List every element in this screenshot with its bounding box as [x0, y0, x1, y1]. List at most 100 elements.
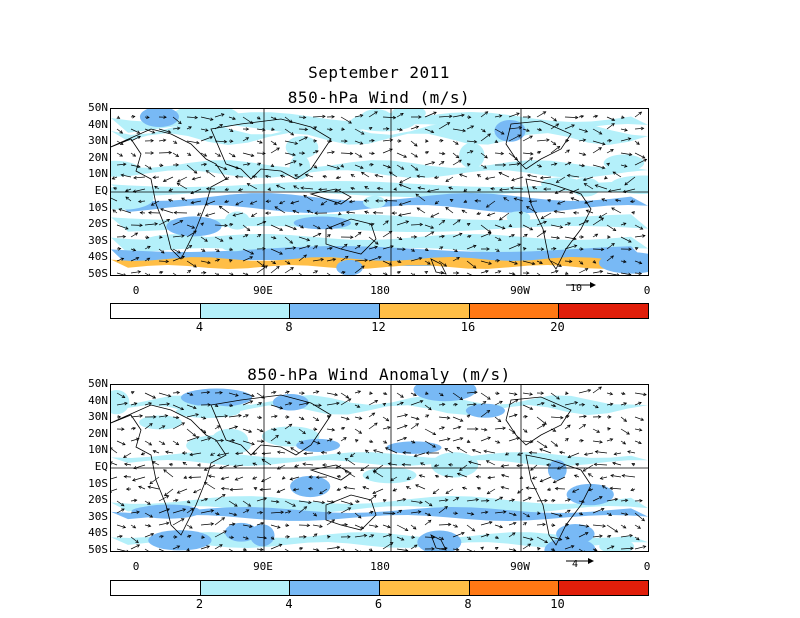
wind-vector: [424, 512, 431, 516]
wind-vector: [256, 497, 267, 502]
wind-vector-head: [278, 543, 283, 547]
wind-vector-head: [418, 474, 423, 478]
wind-vector: [193, 488, 202, 494]
wind-vector-head: [175, 415, 180, 420]
wind-vector-head: [530, 152, 534, 156]
wind-vector: [252, 452, 258, 455]
wind-vector-head: [250, 153, 255, 157]
wind-vector: [417, 207, 426, 214]
wind-vector-head: [587, 389, 592, 393]
wind-vector-head: [223, 139, 228, 144]
wind-vector-head: [364, 210, 368, 214]
wind-vector-head: [541, 401, 545, 406]
panel1-reference-vector: 10: [566, 281, 596, 294]
wind-vector-head: [357, 231, 362, 236]
wind-vector-head: [235, 202, 239, 206]
wind-vector-head: [554, 486, 559, 491]
wind-vector: [312, 416, 319, 421]
wind-speed-shading: [459, 142, 485, 169]
wind-vector: [438, 161, 445, 166]
wind-vector-head: [302, 115, 307, 120]
wind-vector-head: [531, 476, 536, 480]
wind-vector-head: [201, 248, 206, 252]
wind-vector: [501, 464, 510, 467]
wind-vector: [514, 197, 524, 202]
wind-vector-head: [486, 490, 491, 495]
wind-vector: [480, 392, 491, 400]
wind-vector-head: [622, 441, 627, 445]
wind-vector: [307, 210, 314, 214]
wind-vector: [228, 548, 234, 551]
wind-vector: [326, 428, 335, 431]
wind-vector: [130, 136, 141, 142]
wind-vector: [270, 511, 284, 514]
wind-vector-head: [133, 402, 138, 406]
wind-vector: [501, 474, 510, 478]
wind-vector-head: [202, 416, 207, 420]
wind-vector: [410, 164, 419, 171]
wind-vector-head: [177, 250, 181, 254]
wind-vector: [164, 488, 174, 496]
wind-vector: [388, 463, 398, 466]
wind-vector: [364, 186, 370, 190]
wind-vector-head: [583, 414, 587, 419]
wind-vector: [634, 392, 647, 396]
wind-vector: [368, 422, 378, 430]
wind-vector-head: [456, 472, 461, 476]
colorbar-swatch: [111, 581, 201, 595]
wind-vector: [578, 115, 584, 118]
wind-vector-head: [404, 413, 409, 417]
wind-vector: [158, 495, 169, 502]
wind-vector-head: [444, 448, 449, 452]
wind-vector: [200, 523, 214, 526]
wind-vector-head: [538, 127, 543, 132]
wind-vector: [298, 506, 307, 514]
wind-vector: [522, 152, 533, 155]
wind-vector: [522, 135, 533, 142]
wind-vector-head: [454, 402, 458, 407]
wind-vector-head: [499, 400, 503, 404]
lat-tick-label: 40S: [88, 250, 108, 264]
wind-vector-head: [119, 130, 124, 134]
wind-vector-head: [150, 532, 155, 537]
wind-vector: [354, 416, 362, 420]
wind-vector: [438, 272, 444, 274]
wind-vector: [550, 260, 562, 267]
wind-anomaly-map-panel: [110, 384, 649, 552]
wind-vector: [256, 548, 264, 551]
wind-vector-head: [627, 450, 631, 454]
wind-vector-head: [276, 450, 281, 454]
wind-vector: [536, 164, 542, 168]
wind-vector: [214, 440, 224, 442]
wind-vector: [620, 260, 627, 263]
wind-vector-head: [414, 167, 419, 171]
wind-vector-head: [432, 444, 436, 448]
wind-speed-shading: [131, 505, 200, 517]
wind-vector: [144, 548, 149, 551]
wind-vector-head: [439, 246, 444, 250]
wind-vector-head: [383, 391, 388, 396]
wind-vector-head: [459, 467, 463, 471]
panel2-colorbar: [110, 580, 649, 596]
wind-vector-head: [398, 139, 402, 143]
wind-vector: [186, 260, 197, 268]
wind-vector-head: [572, 211, 577, 215]
wind-vector: [204, 464, 216, 471]
wind-vector-head: [139, 414, 144, 418]
lat-tick-label: 40N: [88, 117, 108, 131]
wind-vector: [564, 124, 575, 130]
wind-vector: [200, 545, 210, 550]
wind-vector-head: [356, 499, 360, 504]
wind-vector: [606, 403, 613, 406]
wind-speed-shading: [148, 530, 212, 551]
wind-vector-head: [219, 390, 223, 395]
wind-vector: [382, 426, 391, 430]
wind-vector-head: [388, 171, 393, 175]
wind-vector-head: [318, 187, 322, 192]
wind-vector-head: [112, 186, 117, 191]
wind-vector: [382, 512, 395, 514]
wind-vector: [407, 476, 412, 480]
wind-vector-head: [389, 542, 394, 546]
wind-vector: [186, 413, 199, 418]
wind-vector-head: [204, 238, 208, 242]
